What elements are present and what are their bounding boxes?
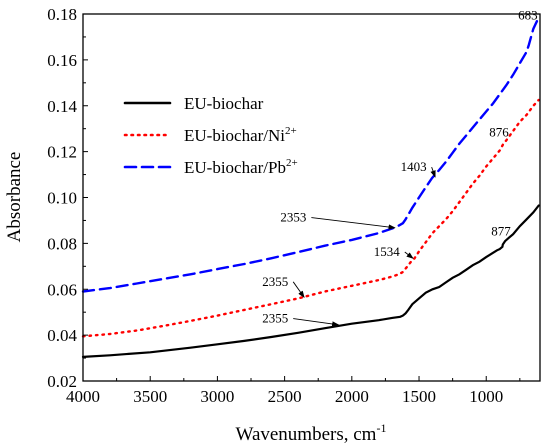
annotation-label-7: 2355 xyxy=(262,274,288,289)
annotation-label-2: 1403 xyxy=(401,159,427,174)
annotation-arrow-4 xyxy=(311,217,396,230)
series-layer xyxy=(81,16,540,358)
x-tick-label: 2500 xyxy=(268,387,302,406)
legend-label-2: EU-biochar/Ni2+ xyxy=(184,125,297,145)
series-line-3 xyxy=(81,16,540,293)
annotation-label-5: 1534 xyxy=(374,244,401,259)
x-tick-label: 1000 xyxy=(469,387,503,406)
legend: EU-biochar EU-biochar/Ni2+ EU-biochar/Pb2+ xyxy=(123,94,298,177)
y-tick-label: 0.02 xyxy=(47,372,77,391)
series-line-2 xyxy=(81,98,540,338)
y-tick-label: 0.10 xyxy=(47,189,77,208)
legend-label-1: EU-biochar xyxy=(184,94,264,113)
annotation-arrow-7 xyxy=(292,281,305,299)
legend-label-3: EU-biochar/Pb2+ xyxy=(184,157,298,177)
x-tick-label: 2000 xyxy=(335,387,369,406)
annotation-label-1: 683 xyxy=(518,8,538,23)
x-tick-label: 4000 xyxy=(66,387,100,406)
series-line-1 xyxy=(81,204,540,358)
annotation-label-6: 877 xyxy=(491,223,511,238)
x-tick-label: 3000 xyxy=(200,387,234,406)
plot-frame xyxy=(82,13,541,382)
annotations: 683 1403 876 2353 1534 877 2355 2355 xyxy=(262,8,538,327)
annotation-label-3: 876 xyxy=(489,125,509,140)
y-tick-label: 0.06 xyxy=(47,280,77,299)
annotation-arrow-8 xyxy=(293,318,340,327)
y-tick-label: 0.18 xyxy=(47,5,77,24)
x-axis-title-sup: -1 xyxy=(376,421,386,435)
y-tick-label: 0.12 xyxy=(47,143,77,162)
annotation-arrow-5 xyxy=(404,251,414,259)
axis-ticks: 4000 3500 3000 2500 2000 1500 1000 0.02 0.04 0.06… xyxy=(47,5,521,406)
annotation-label-4: 2353 xyxy=(280,210,306,225)
annotation-arrow-2 xyxy=(430,166,436,178)
annotation-label-8: 2355 xyxy=(262,311,288,326)
y-tick-label: 0.16 xyxy=(47,51,77,70)
x-axis-title: Wavenumbers, cm-1 xyxy=(236,421,387,445)
x-tick-label: 3500 xyxy=(133,387,167,406)
y-tick-label: 0.08 xyxy=(47,234,77,253)
x-tick-label: 1500 xyxy=(402,387,436,406)
y-axis-title: Absorbance xyxy=(4,152,25,243)
y-tick-label: 0.14 xyxy=(47,97,77,116)
y-tick-label: 0.04 xyxy=(47,326,77,345)
